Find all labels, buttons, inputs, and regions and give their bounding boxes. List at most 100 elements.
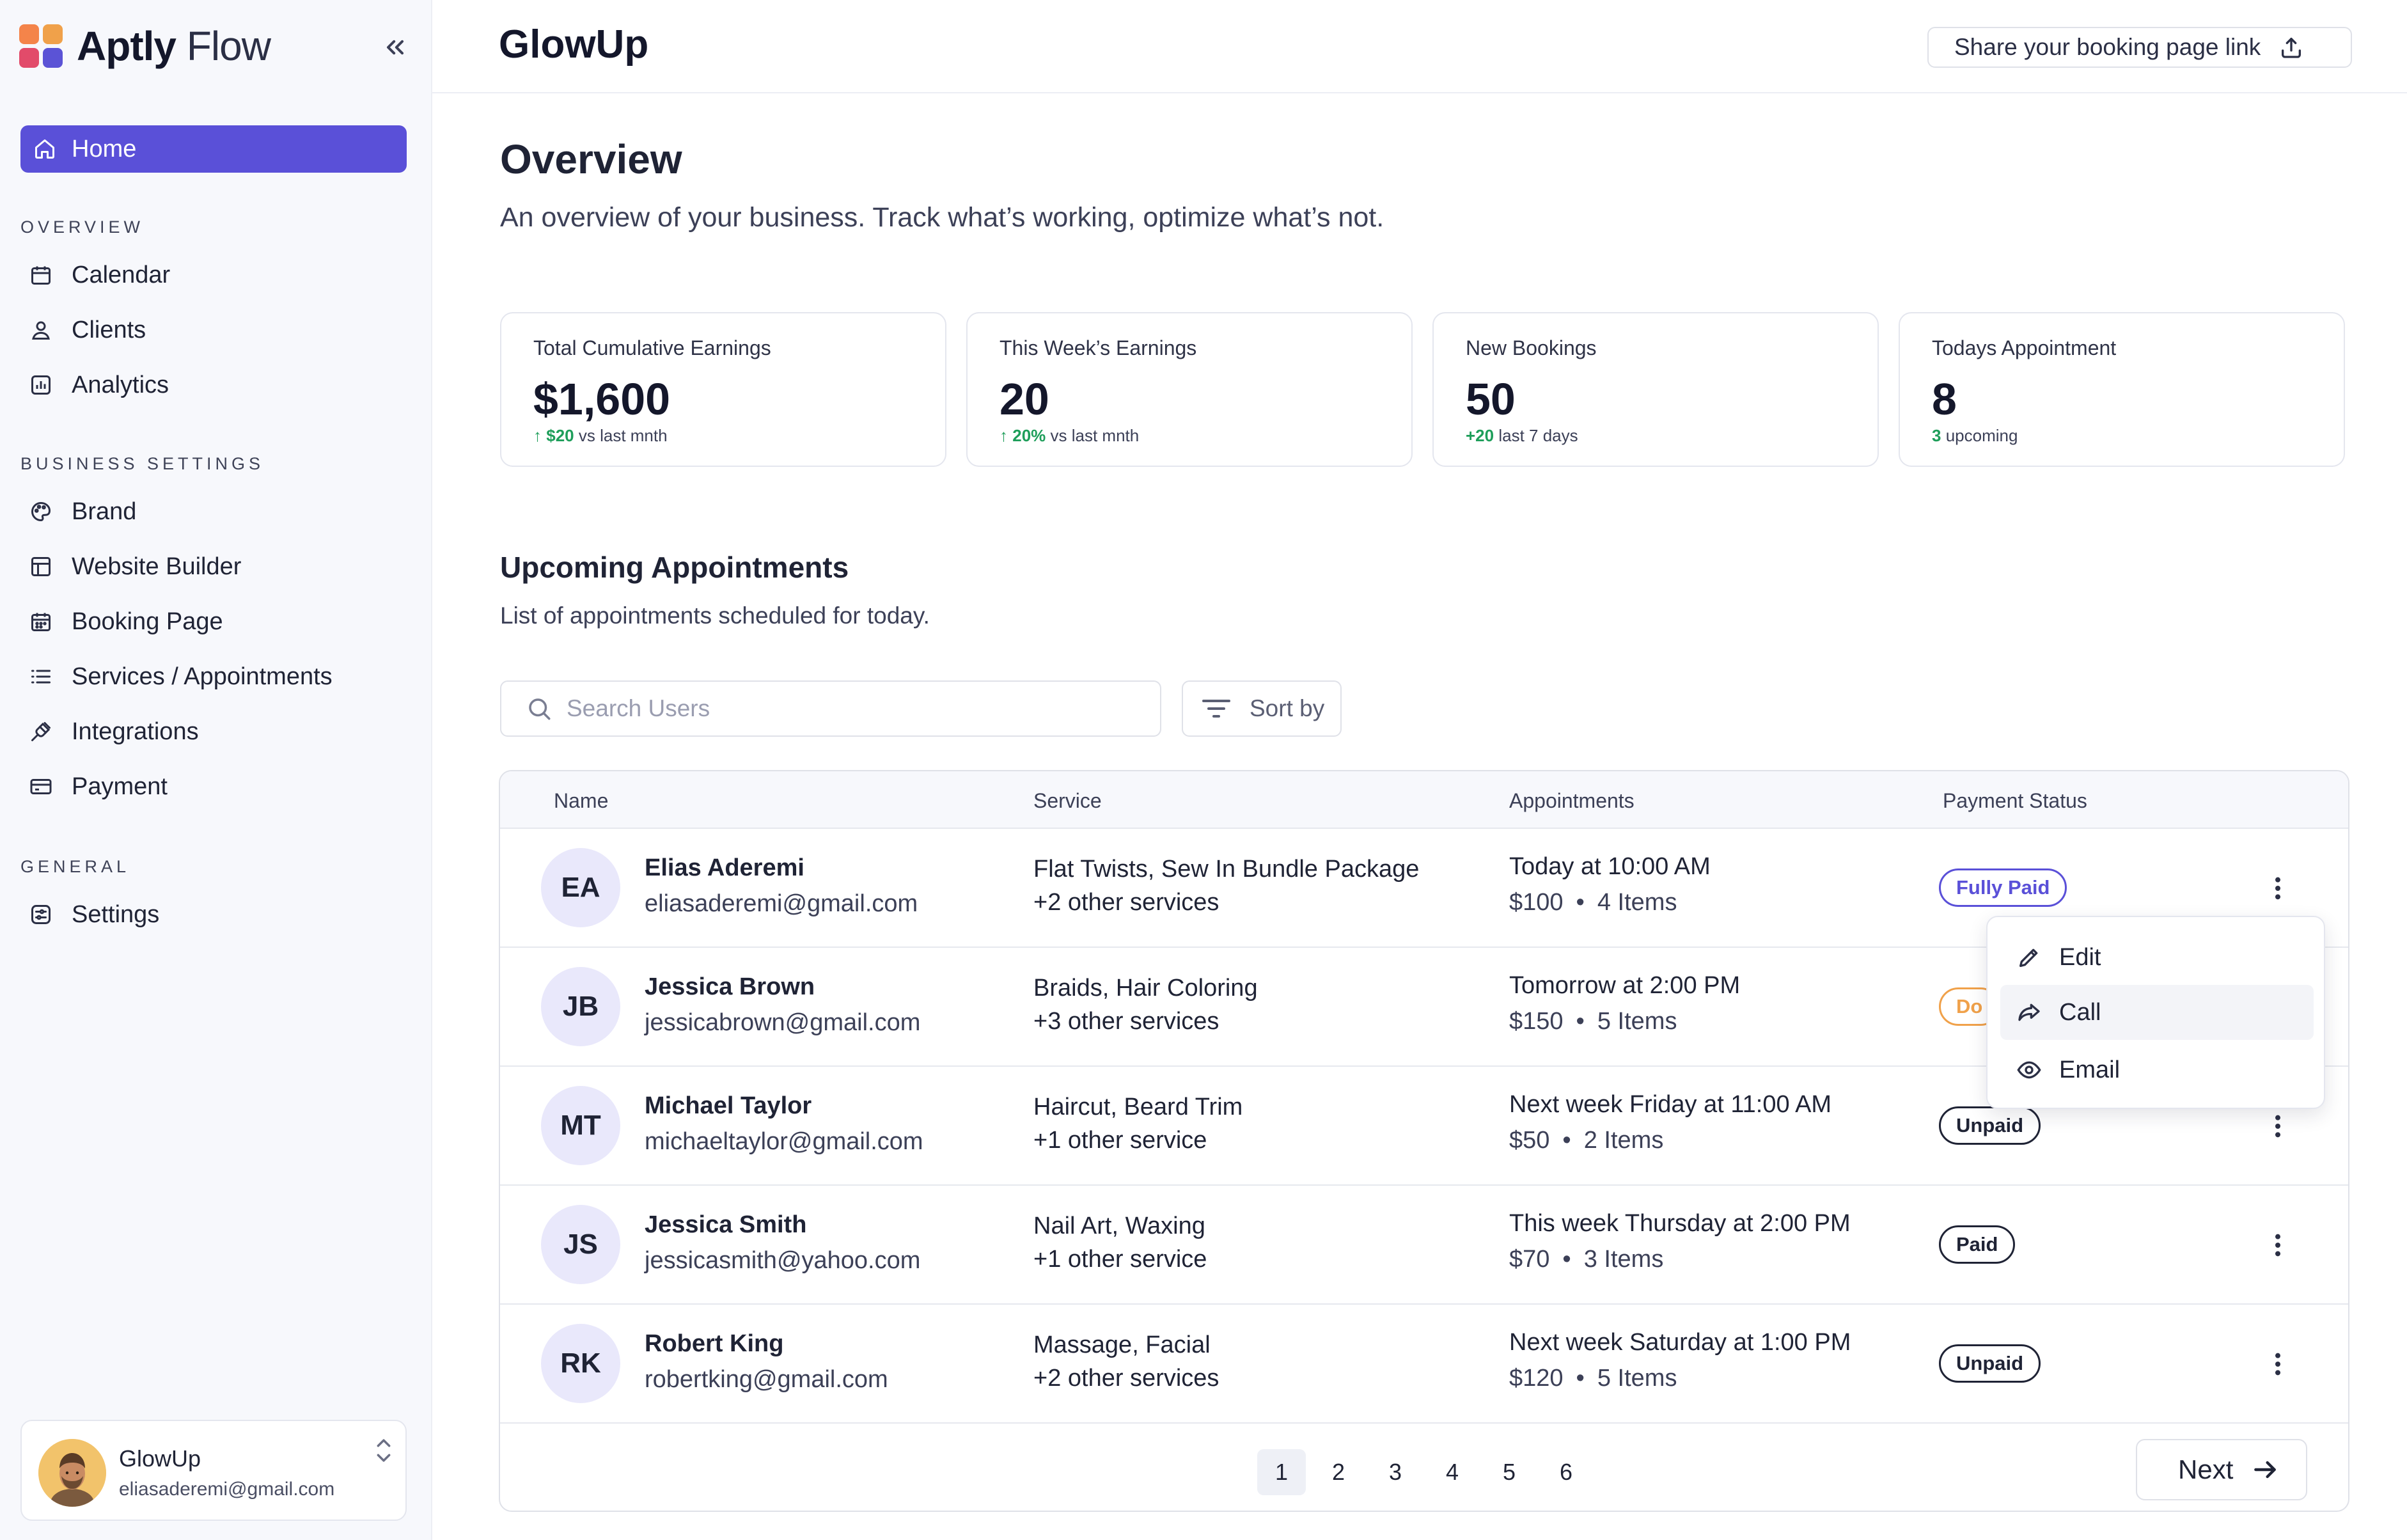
row-actions-button[interactable] [2259,1223,2297,1268]
sidebar-item-payment[interactable]: Payment [28,767,168,806]
row-actions-menu: Edit Call Email [1986,916,2325,1109]
appointment-price-items: $100 • 4 Items [1509,889,1677,916]
stat-value: 8 [1932,374,1957,424]
sidebar-item-website-builder[interactable]: Website Builder [28,547,241,586]
row-actions-button[interactable] [2259,1342,2297,1387]
top-bar: GlowUp Share your booking page link [432,0,2407,93]
table-row[interactable]: EA Elias Aderemi eliasaderemi@gmail.com … [500,829,2348,948]
column-header-service[interactable]: Service [1033,789,1102,812]
appointment-price-items: $120 • 5 Items [1509,1365,1677,1392]
stat-card-new-bookings: New Bookings 50 +20 last 7 days [1432,312,1879,467]
filter-lines-icon [1201,696,1234,721]
status-badge: Fully Paid [1939,868,2067,907]
appointments-table: Name Service Appointments Payment Status… [499,770,2349,1512]
menu-item-label: Call [2059,998,2101,1026]
sidebar-item-calendar[interactable]: Calendar [28,256,170,294]
nav-section-overview: OVERVIEW [20,217,145,237]
sidebar-item-home[interactable]: Home [20,125,407,173]
menu-item-email[interactable]: Email [2000,1042,2314,1097]
menu-item-call[interactable]: Call [2000,985,2314,1040]
service-extra: +1 other service [1033,1246,1207,1273]
menu-item-edit[interactable]: Edit [2000,930,2314,985]
appointment-time: This week Thursday at 2:00 PM [1509,1210,1851,1237]
sidebar-item-clients[interactable]: Clients [28,311,146,349]
list-icon [28,664,54,689]
avatar: MT [541,1086,620,1165]
page-button-5[interactable]: 5 [1502,1459,1516,1485]
stat-delta: +20 last 7 days [1466,426,1578,445]
sidebar-item-label: Payment [72,773,168,800]
page-button-1[interactable]: 1 [1257,1449,1306,1495]
eye-icon [2014,1055,2044,1085]
row-actions-button[interactable] [2259,866,2297,911]
page-button-4[interactable]: 4 [1445,1459,1459,1485]
stat-value: $1,600 [533,374,671,424]
sidebar-item-integrations[interactable]: Integrations [28,712,199,751]
search-box[interactable] [500,680,1161,737]
appointment-time: Today at 10:00 AM [1509,853,1711,880]
page-button-3[interactable]: 3 [1388,1459,1402,1485]
sidebar-item-label: Website Builder [72,553,242,580]
stat-card-todays-appointments: Todays Appointment 8 3 upcoming [1899,312,2345,467]
pagination: 1 2 3 4 5 6 Next [500,1425,2348,1511]
page-button-6[interactable]: 6 [1559,1459,1573,1485]
stat-label: This Week’s Earnings [1000,336,1197,359]
menu-item-label: Edit [2059,943,2101,971]
stat-delta: ↑ 20% vs last mnth [1000,426,1140,445]
service-extra: +3 other services [1033,1008,1219,1035]
next-page-button[interactable]: Next [2136,1439,2307,1500]
app-logo-icon [19,24,63,68]
sidebar-item-label: Calendar [72,261,171,288]
upload-icon [2277,33,2305,61]
column-header-appointments[interactable]: Appointments [1509,789,1635,812]
service-extra: +2 other services [1033,1365,1219,1392]
stat-card-total-earnings: Total Cumulative Earnings $1,600 ↑ $20 v… [500,312,946,467]
table-row[interactable]: RK Robert King robertking@gmail.com Mass… [500,1305,2348,1424]
calendar-icon [28,262,54,288]
row-actions-button[interactable] [2259,1104,2297,1149]
avatar: JB [541,967,620,1046]
sidebar-item-label: Analytics [72,371,169,398]
sidebar-item-settings[interactable]: Settings [28,895,159,934]
sidebar: Aptly Flow Home OVERVIEW Calendar Client… [0,0,432,1540]
section-subtitle: List of appointments scheduled for today… [500,602,930,629]
share-booking-link-button[interactable]: Share your booking page link [1927,27,2352,68]
table-row[interactable]: JB Jessica Brown jessicabrown@gmail.com … [500,948,2348,1067]
table-row[interactable]: JS Jessica Smith jessicasmith@yahoo.com … [500,1186,2348,1305]
sidebar-item-label: Brand [72,498,137,525]
client-email: jessicabrown@gmail.com [645,1009,921,1036]
status-badge: Paid [1939,1225,2016,1264]
column-header-name[interactable]: Name [554,789,609,812]
appointment-price-items: $70 • 3 Items [1509,1246,1664,1273]
page-button-2[interactable]: 2 [1331,1459,1345,1485]
sidebar-item-analytics[interactable]: Analytics [28,366,169,404]
sidebar-item-brand[interactable]: Brand [28,492,136,531]
more-vertical-icon [2275,1115,2280,1138]
share-arrow-icon [2014,998,2044,1027]
collapse-sidebar-button[interactable] [377,29,413,65]
sidebar-item-services-appointments[interactable]: Services / Appointments [28,657,333,696]
stat-label: New Bookings [1466,336,1597,359]
appointment-time: Next week Saturday at 1:00 PM [1509,1329,1851,1356]
palette-icon [28,499,54,524]
more-vertical-icon [2275,1353,2280,1376]
appointment-time: Tomorrow at 2:00 PM [1509,972,1741,999]
search-input[interactable] [567,695,1129,722]
service-extra: +1 other service [1033,1127,1207,1154]
column-header-payment-status[interactable]: Payment Status [1943,789,2087,812]
table-header: Name Service Appointments Payment Status [500,771,2348,829]
sidebar-item-label: Home [72,135,137,162]
menu-item-label: Email [2059,1056,2121,1083]
table-row[interactable]: MT Michael Taylor michaeltaylor@gmail.co… [500,1067,2348,1186]
chevron-up-down-icon [377,1439,391,1462]
sort-by-button[interactable]: Sort by [1182,680,1342,737]
client-email: robertking@gmail.com [645,1366,888,1393]
brand-logo[interactable]: Aptly Flow [19,23,271,69]
plug-icon [28,719,54,744]
sidebar-item-booking-page[interactable]: Booking Page [28,602,223,641]
client-name: Elias Aderemi [645,854,804,881]
account-email: eliasaderemi@gmail.com [119,1479,335,1500]
appointment-price-items: $50 • 2 Items [1509,1127,1664,1154]
account-switcher[interactable]: GlowUp eliasaderemi@gmail.com [20,1420,407,1521]
credit-card-icon [28,774,54,799]
